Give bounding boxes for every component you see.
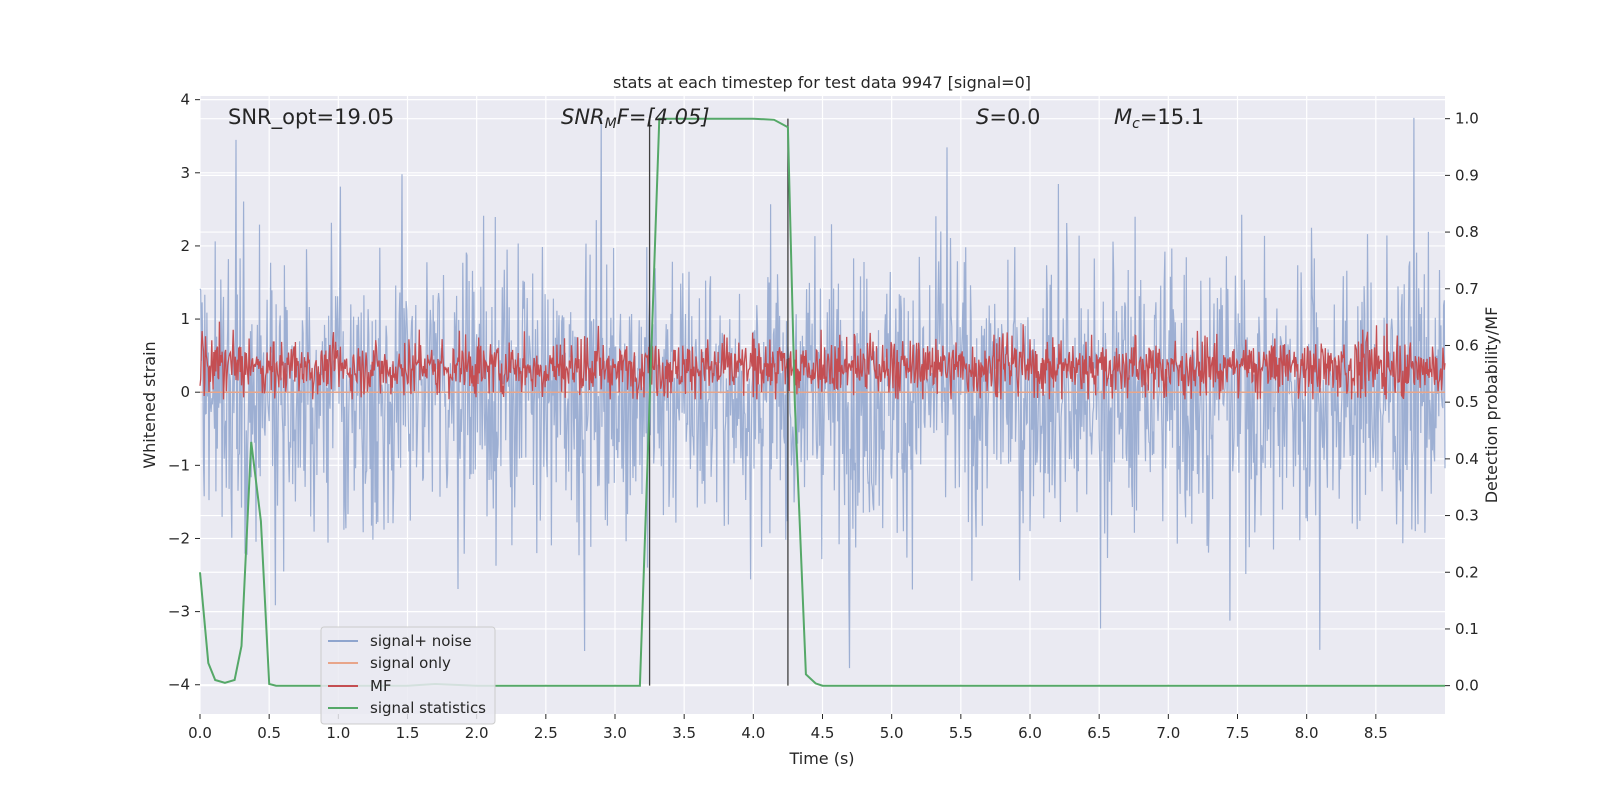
x-tick-label: 8.5 xyxy=(1364,724,1388,742)
y-right-tick-label: 0.0 xyxy=(1455,677,1479,695)
x-tick-label: 6.0 xyxy=(1018,724,1042,742)
legend-label-signal-noise: signal+ noise xyxy=(370,632,472,650)
x-axis-label: Time (s) xyxy=(788,749,854,768)
x-tick-label: 0.5 xyxy=(257,724,281,742)
y-right-tick-label: 0.6 xyxy=(1455,336,1479,354)
y-right-tick-label: 0.8 xyxy=(1455,223,1479,241)
x-tick-label: 4.0 xyxy=(741,724,765,742)
y-right-tick-label: 0.4 xyxy=(1455,450,1479,468)
y-right-tick-label: 0.9 xyxy=(1455,166,1479,184)
x-tick-label: 6.5 xyxy=(1087,724,1111,742)
series-signal-statistics xyxy=(199,117,1445,687)
x-tick-label: 5.0 xyxy=(880,724,904,742)
chart-title: stats at each timestep for test data 994… xyxy=(613,73,1031,92)
y-tick-label: 2 xyxy=(180,237,190,255)
y-axis-label: Whitened strain xyxy=(140,341,159,468)
y-tick-label: 1 xyxy=(180,310,190,328)
y-tick-label: −4 xyxy=(168,676,190,694)
plot-series xyxy=(199,117,1446,687)
x-tick-label: 7.0 xyxy=(1156,724,1180,742)
y-right-tick-label: 0.1 xyxy=(1455,620,1479,638)
y-right-tick-label: 0.2 xyxy=(1455,563,1479,581)
y-right-tick-label: 0.3 xyxy=(1455,507,1479,525)
x-tick-label: 0.0 xyxy=(188,724,212,742)
y-tick-label: 0 xyxy=(180,383,190,401)
x-tick-label: 3.0 xyxy=(603,724,627,742)
y-tick-label: −3 xyxy=(168,603,190,621)
x-tick-label: 8.0 xyxy=(1295,724,1319,742)
annotation-snr-mf: SNRMF=[4.05] xyxy=(561,105,710,132)
x-tick-label: 2.5 xyxy=(534,724,558,742)
y-right-tick-label: 1.0 xyxy=(1455,110,1479,128)
legend-label-signal-only: signal only xyxy=(370,654,451,672)
y-tick-label: −2 xyxy=(168,529,190,547)
x-axis-ticks: 0.0 0.5 1.0 1.5 2.0 2.5 3.0 3.5 4.0 4.5 5.0 5.5 6.0 6… xyxy=(188,714,1388,742)
legend-label-mf: MF xyxy=(370,677,392,695)
annotation-snr-opt: SNR_opt=19.05 xyxy=(228,105,394,130)
y-right-axis-label: Detection probability/MF xyxy=(1482,307,1501,504)
legend-box xyxy=(320,626,496,725)
x-tick-label: 1.5 xyxy=(396,724,420,742)
legend: signal+ noise signal only MF signal stat… xyxy=(320,626,496,725)
x-tick-label: 5.5 xyxy=(949,724,973,742)
y-right-tick-label: 0.5 xyxy=(1455,393,1479,411)
annotation-s: S=0.0 xyxy=(976,105,1040,129)
x-tick-label: 7.5 xyxy=(1226,724,1250,742)
x-tick-label: 3.5 xyxy=(672,724,696,742)
y-tick-label: −1 xyxy=(168,456,190,474)
x-tick-label: 1.0 xyxy=(326,724,350,742)
x-tick-label: 2.0 xyxy=(465,724,489,742)
y-tick-label: 4 xyxy=(180,91,190,109)
y-tick-label: 3 xyxy=(180,164,190,182)
series-mf xyxy=(199,321,1446,400)
legend-label-signal-statistics: signal statistics xyxy=(370,699,486,717)
y-right-axis-ticks: 1.0 0.9 0.8 0.7 0.6 0.5 0.4 0.3 0.2 0.1 0.0 xyxy=(1445,110,1479,695)
y-right-tick-label: 0.7 xyxy=(1455,280,1479,298)
annotation-mc: Mc=15.1 xyxy=(1114,105,1204,132)
x-tick-label: 4.5 xyxy=(811,724,835,742)
y-axis-ticks: 4 3 2 1 0 −1 −2 −3 −4 xyxy=(168,91,200,694)
